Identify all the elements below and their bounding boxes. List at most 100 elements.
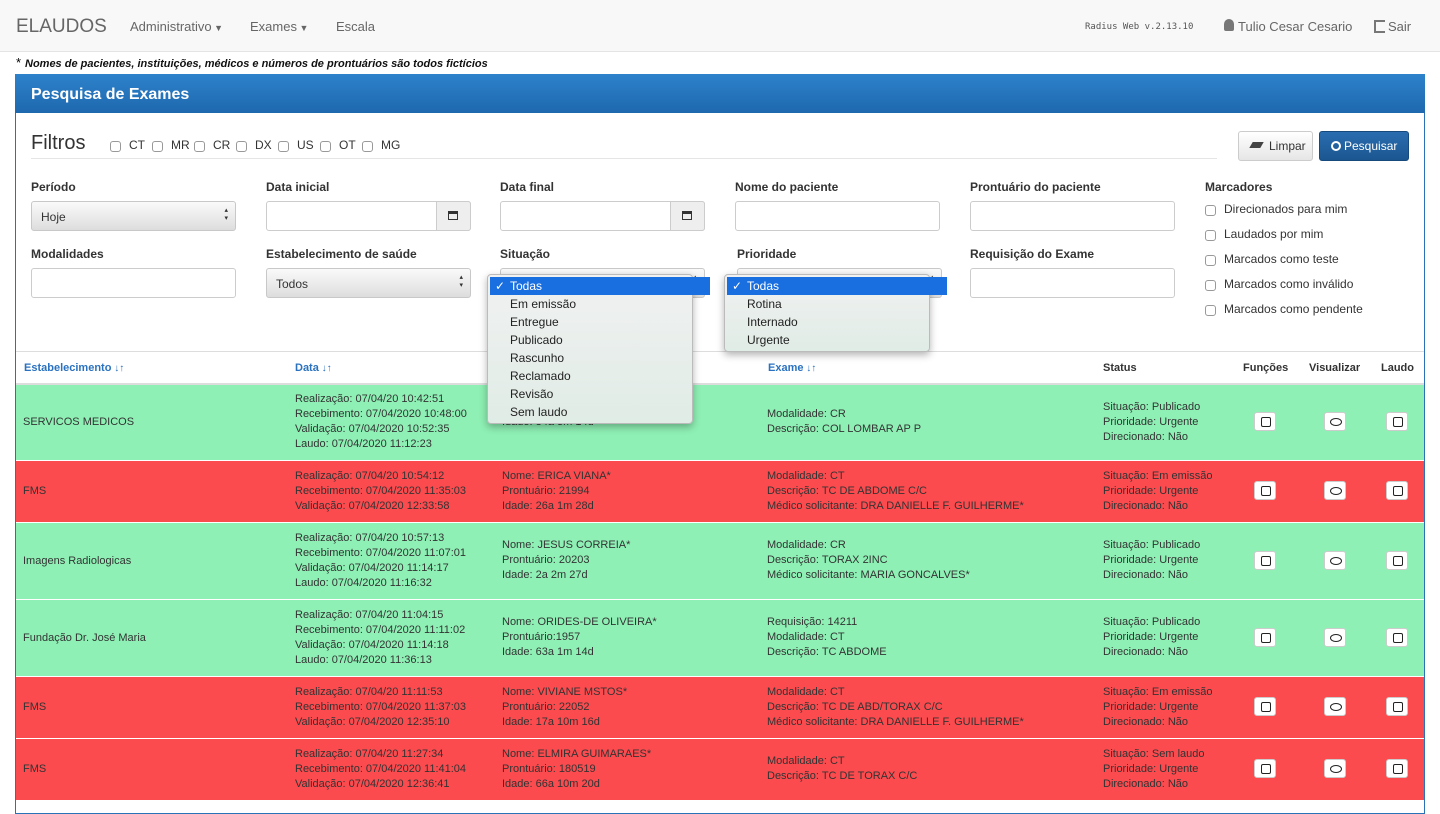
functions-button[interactable] bbox=[1254, 759, 1276, 778]
functions-button[interactable] bbox=[1254, 697, 1276, 716]
modality-checkbox[interactable] bbox=[110, 141, 121, 152]
user-icon bbox=[1224, 19, 1234, 31]
column-header[interactable]: Data bbox=[295, 362, 332, 374]
view-button[interactable] bbox=[1324, 550, 1346, 570]
cell-line: Idade: 26a 1m 28d bbox=[502, 499, 594, 512]
dropdown[interactable]: Todas Em emissão Entregue Publicado Rascunho… bbox=[487, 274, 710, 424]
brand[interactable]: ELAUDOS bbox=[16, 16, 107, 37]
cell-line: Prioridade: Urgente bbox=[1103, 700, 1199, 713]
input[interactable] bbox=[970, 201, 1175, 231]
column-header: Funções bbox=[1243, 362, 1289, 374]
view-button[interactable] bbox=[1324, 697, 1346, 716]
field-label: Requisição do Exame bbox=[970, 247, 1095, 261]
icon bbox=[1330, 556, 1342, 565]
dropdown-option[interactable]: Reclamado bbox=[510, 369, 571, 383]
nav-menu[interactable]: Administrativo ▼ bbox=[130, 19, 224, 34]
cell-line: Idade: 66a 10m 20d bbox=[502, 777, 600, 790]
search-button[interactable]: Pesquisar bbox=[1319, 131, 1409, 161]
marker-checkbox[interactable] bbox=[1205, 305, 1216, 316]
report-button[interactable] bbox=[1386, 550, 1408, 570]
icon bbox=[1261, 764, 1271, 774]
cell-line: Recebimento: 07/04/2020 11:41:04 bbox=[295, 762, 467, 775]
view-button[interactable] bbox=[1324, 481, 1346, 500]
dropdown-option[interactable]: Rascunho bbox=[510, 351, 565, 365]
nav-menu[interactable]: Exames ▼ bbox=[250, 19, 309, 34]
dropdown-option[interactable]: Todas bbox=[490, 277, 710, 295]
functions-button[interactable] bbox=[1254, 627, 1276, 647]
functions-button[interactable] bbox=[1254, 412, 1276, 431]
input[interactable] bbox=[970, 268, 1175, 298]
marker-checkbox[interactable] bbox=[1205, 255, 1216, 266]
dropdown-option[interactable]: Internado bbox=[747, 315, 798, 329]
report-button[interactable] bbox=[1386, 697, 1408, 716]
cell-line: Recebimento: 07/04/2020 11:11:02 bbox=[295, 623, 466, 636]
select[interactable]: Hoje bbox=[31, 201, 236, 231]
modality-checkbox[interactable] bbox=[278, 141, 289, 152]
modality-checkbox[interactable] bbox=[236, 141, 247, 152]
modality-checkbox[interactable] bbox=[320, 141, 331, 152]
table-row[interactable] bbox=[16, 461, 1424, 523]
cell-line: Situação: Publicado bbox=[1103, 616, 1201, 628]
marker-checkbox[interactable] bbox=[1205, 205, 1216, 216]
dropdown[interactable]: Todas Rotina Internado Urgente bbox=[724, 274, 947, 352]
modality-checkbox[interactable] bbox=[362, 141, 373, 152]
table-row[interactable] bbox=[16, 739, 1424, 801]
dropdown-option[interactable]: Revisão bbox=[510, 387, 554, 401]
report-button[interactable] bbox=[1386, 481, 1408, 500]
cell-line: Requisição: 14211 bbox=[767, 616, 858, 628]
cell-line: Direcionado: Não bbox=[1103, 430, 1188, 443]
calendar-icon bbox=[682, 211, 692, 220]
functions-button[interactable] bbox=[1254, 550, 1276, 570]
panel-title: Pesquisa de Exames bbox=[31, 86, 190, 103]
dropdown-option[interactable]: Em emissão bbox=[510, 297, 577, 311]
cell-line: Situação: Publicado bbox=[1103, 400, 1201, 413]
report-button[interactable] bbox=[1386, 759, 1408, 778]
view-button[interactable] bbox=[1324, 412, 1346, 431]
logout[interactable]: Sair bbox=[1388, 19, 1412, 34]
dropdown-option[interactable]: Sem laudo bbox=[510, 405, 568, 419]
modality-label: OT bbox=[339, 138, 356, 152]
marker-checkbox[interactable] bbox=[1205, 230, 1216, 241]
table-row[interactable] bbox=[16, 677, 1424, 739]
calendar-button[interactable] bbox=[670, 201, 705, 231]
dropdown-option[interactable]: Todas bbox=[727, 277, 947, 295]
cell-line: Prioridade: Urgente bbox=[1103, 484, 1199, 497]
nav-menu[interactable]: Escala bbox=[336, 19, 376, 34]
search-icon bbox=[1331, 141, 1341, 151]
user[interactable]: Tulio Cesar Cesario bbox=[1238, 19, 1353, 34]
functions-button[interactable] bbox=[1254, 481, 1276, 500]
search-label: Pesquisar bbox=[1344, 139, 1398, 153]
cell-line: Nome: ERICA VIANA* bbox=[502, 469, 611, 482]
dropdown-option[interactable]: Urgente bbox=[747, 333, 790, 347]
dropdown-option[interactable]: Entregue bbox=[510, 315, 559, 329]
view-button[interactable] bbox=[1324, 759, 1346, 778]
column-header[interactable]: Estabelecimento bbox=[24, 362, 124, 374]
report-button[interactable] bbox=[1386, 412, 1408, 431]
establishment: FMS bbox=[23, 485, 47, 497]
table-row[interactable] bbox=[16, 600, 1424, 677]
calendar-button[interactable] bbox=[436, 201, 471, 231]
marker-checkbox[interactable] bbox=[1205, 280, 1216, 291]
dropdown-option[interactable]: Rotina bbox=[747, 297, 782, 311]
modality-checkbox[interactable] bbox=[194, 141, 205, 152]
cell-line: Realização: 07/04/20 11:04:15 bbox=[295, 608, 444, 621]
icon bbox=[1261, 632, 1271, 643]
modality-checkbox[interactable] bbox=[152, 141, 163, 152]
input[interactable] bbox=[735, 201, 940, 231]
establishment: Fundação Dr. José Maria bbox=[23, 631, 146, 644]
view-button[interactable] bbox=[1324, 627, 1346, 647]
select[interactable]: Todos bbox=[266, 268, 471, 298]
table-row[interactable] bbox=[16, 385, 1424, 461]
dropdown-option[interactable]: Publicado bbox=[510, 333, 563, 347]
cell-line: Realização: 07/04/20 11:11:53 bbox=[295, 685, 443, 698]
column-header[interactable]: Exame bbox=[768, 362, 816, 374]
cell-line: Idade: 63a 1m 14d bbox=[502, 646, 594, 658]
clear-button[interactable]: Limpar bbox=[1238, 131, 1313, 161]
divider bbox=[31, 158, 1217, 159]
table-row[interactable] bbox=[16, 523, 1424, 600]
input[interactable] bbox=[31, 268, 236, 298]
field-label: Estabelecimento de saúde bbox=[266, 247, 417, 261]
report-button[interactable] bbox=[1386, 627, 1408, 647]
cell-line: Prontuário: 22052 bbox=[502, 700, 590, 713]
